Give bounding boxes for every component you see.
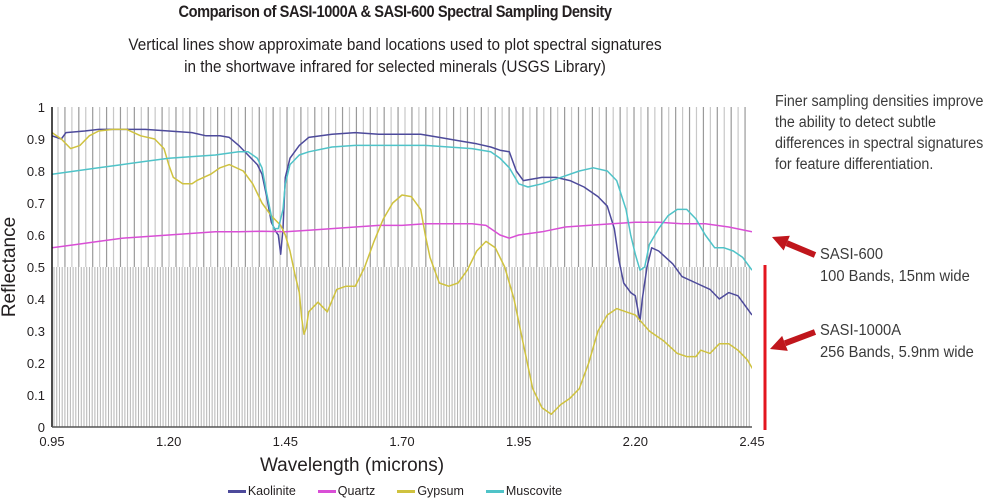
legend-item-gypsum: Gypsum bbox=[397, 484, 464, 498]
y-tick-label: 0.9 bbox=[27, 132, 45, 147]
annotation-note: Finer sampling densities improve the abi… bbox=[775, 93, 984, 173]
y-tick-label: 0.4 bbox=[27, 292, 45, 307]
x-tick-label: 1.45 bbox=[273, 434, 298, 449]
x-tick-label: 1.20 bbox=[156, 434, 181, 449]
series-quartz bbox=[52, 221, 752, 249]
legend-label: Kaolinite bbox=[247, 484, 296, 498]
sasi1000a-arrow-icon bbox=[770, 329, 817, 351]
x-tick-label: 1.70 bbox=[389, 434, 414, 449]
chart-subtitle: Vertical lines show approximate band loc… bbox=[40, 34, 751, 78]
series-kaolinite bbox=[52, 128, 752, 323]
arrow-head bbox=[770, 335, 788, 351]
arrow-head bbox=[772, 235, 790, 251]
sasi600-name: SASI-600 bbox=[820, 246, 884, 263]
sasi600-arrow-icon bbox=[772, 235, 817, 258]
y-tick-label: 0.1 bbox=[27, 388, 45, 403]
x-tick-label: 2.45 bbox=[739, 434, 764, 449]
y-axis-label: Reflectance bbox=[0, 217, 20, 317]
legend-label: Muscovite bbox=[505, 484, 563, 498]
sasi1000a-label: SASI-1000A 256 Bands, 5.9nm wide bbox=[820, 320, 974, 364]
x-tick-label: 1.95 bbox=[506, 434, 531, 449]
legend-label: Quartz bbox=[337, 484, 376, 498]
x-tick-label: 0.95 bbox=[39, 434, 64, 449]
y-tick-label: 0.6 bbox=[27, 228, 45, 243]
legend-item-kaolinite: Kaolinite bbox=[227, 484, 296, 498]
series-gypsum bbox=[52, 128, 752, 415]
legend-item-muscovite: Muscovite bbox=[485, 484, 563, 498]
band-lines-lower bbox=[53, 267, 750, 427]
sasi600-detail: 100 Bands, 15nm wide bbox=[820, 268, 970, 285]
series-muscovite bbox=[52, 144, 752, 271]
y-tick-label: 0.2 bbox=[27, 356, 45, 371]
x-axis-label: Wavelength (microns) bbox=[260, 455, 444, 476]
sasi600-label: SASI-600 100 Bands, 15nm wide bbox=[820, 244, 970, 288]
legend-item-quartz: Quartz bbox=[317, 484, 376, 498]
sasi1000a-detail: 256 Bands, 5.9nm wide bbox=[820, 344, 974, 361]
chart-legend: Kaolinite Quartz Gypsum Muscovite bbox=[0, 484, 790, 498]
chart-title: Comparison of SASI-1000A & SASI-600 Spec… bbox=[178, 2, 612, 21]
y-tick-label: 0.3 bbox=[27, 324, 45, 339]
legend-swatch-icon bbox=[397, 489, 416, 493]
axes: 0 0.1 0.2 0.3 0.4 0.5 0.6 0.7 0.8 0.9 1 0.95 1.20 1.4… bbox=[0, 100, 765, 476]
y-tick-label: 0.8 bbox=[27, 164, 45, 179]
legend-swatch-icon bbox=[227, 489, 246, 493]
subtitle-line: in the shortwave infrared for selected m… bbox=[184, 57, 606, 76]
y-tick-label: 0 bbox=[38, 420, 45, 435]
y-tick-label: 0.7 bbox=[27, 196, 45, 211]
annotations bbox=[763, 235, 817, 430]
arrow-shaft bbox=[785, 240, 817, 258]
legend-swatch-icon bbox=[317, 489, 336, 493]
sasi1000a-name: SASI-1000A bbox=[820, 322, 902, 339]
x-tick-label: 2.20 bbox=[623, 434, 648, 449]
series-lines bbox=[52, 128, 752, 415]
y-tick-label: 1 bbox=[38, 100, 45, 115]
legend-swatch-icon bbox=[485, 489, 504, 493]
y-tick-label: 0.5 bbox=[27, 260, 45, 275]
arrow-shaft bbox=[783, 329, 817, 347]
subtitle-line: Vertical lines show approximate band loc… bbox=[128, 35, 662, 54]
legend-label: Gypsum bbox=[417, 484, 464, 498]
